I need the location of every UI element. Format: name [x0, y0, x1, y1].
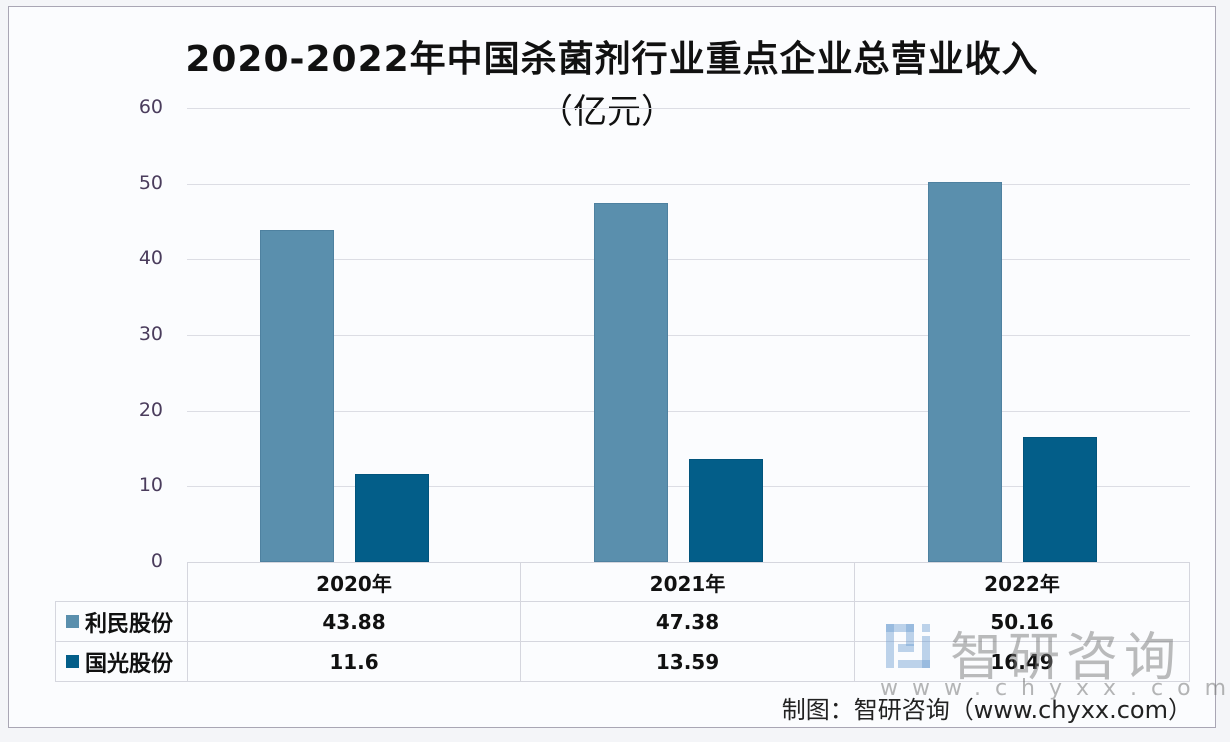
legend-limin: 利民股份: [55, 601, 188, 642]
legend-label-guoguang: 国光股份: [85, 651, 174, 677]
y-tick-label: 0: [150, 550, 163, 572]
bar-guoguang-2022年: [1023, 437, 1097, 562]
chart-subtitle-unit: （亿元）: [539, 92, 675, 132]
watermark-text: 智研咨询: [950, 628, 1183, 688]
y-tick-label: 20: [138, 399, 163, 421]
header-2020: 2020年: [187, 562, 521, 602]
value-limin-2021: 47.38: [520, 601, 855, 642]
gridline: [187, 259, 1190, 260]
chart-title: 2020-2022年中国杀菌剂行业重点企业总营业收入: [185, 39, 1039, 80]
bar-guoguang-2020年: [355, 474, 429, 562]
value-guoguang-2020: 11.6: [187, 641, 521, 682]
watermark-logo-icon: [886, 624, 930, 668]
y-tick-label: 10: [138, 474, 163, 496]
y-tick-label: 40: [138, 247, 163, 269]
y-tick-label: 50: [138, 172, 163, 194]
legend-swatch-guoguang: [66, 655, 79, 668]
value-guoguang-2021: 13.59: [520, 641, 855, 682]
source-footer: 制图：智研咨询（www.chyxx.com）: [781, 696, 1192, 724]
bar-guoguang-2021年: [689, 459, 763, 562]
bar-limin-2021年: [594, 203, 668, 562]
gridline: [187, 335, 1190, 336]
gridline: [187, 411, 1190, 412]
header-2022: 2022年: [854, 562, 1190, 602]
data-table: 2020年 2021年 2022年 利民股份 43.88 47.38 50.16…: [55, 562, 1191, 682]
legend-guoguang: 国光股份: [55, 641, 188, 682]
bar-limin-2020年: [260, 230, 334, 562]
legend-label-limin: 利民股份: [85, 611, 174, 637]
value-limin-2020: 43.88: [187, 601, 521, 642]
watermark-url: www.chyxx.com: [880, 676, 1230, 701]
y-tick-label: 30: [138, 323, 163, 345]
y-tick-label: 60: [138, 96, 163, 118]
gridline: [187, 486, 1190, 487]
value-guoguang-2022: 16.49: [854, 641, 1190, 682]
header-2021: 2021年: [520, 562, 855, 602]
gridline: [187, 184, 1190, 185]
bar-limin-2022年: [928, 182, 1002, 562]
gridline: [187, 108, 1190, 109]
legend-swatch-limin: [66, 615, 79, 628]
